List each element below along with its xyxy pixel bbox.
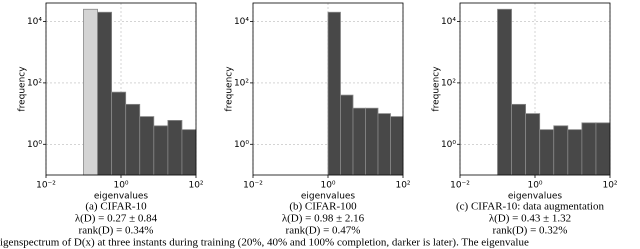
panel: 10⁰ 10² 10⁴ 10⁻² 10⁰ 10² eigenvalues frequency (… xyxy=(432,2,618,237)
x-tick-label: 10⁻² xyxy=(36,181,56,191)
panel-caption: λ(D) = 0.43 ± 1.32 xyxy=(489,213,571,225)
x-tick-label: 10² xyxy=(602,181,617,191)
bar xyxy=(539,129,555,176)
x-tick-label: 10⁰ xyxy=(527,181,542,191)
panel-caption: (c) CIFAR-10: data augmentation xyxy=(456,201,604,213)
x-axis-label: eigenvalues xyxy=(508,192,563,202)
bar xyxy=(352,107,366,176)
plot-frame xyxy=(45,2,197,176)
bar xyxy=(340,94,354,176)
bar xyxy=(153,125,169,176)
panel-caption: rank(D) = 0.34% xyxy=(79,225,154,237)
bar xyxy=(97,11,113,176)
x-tick-label: 10⁻² xyxy=(243,181,263,191)
y-tick-label: 10² xyxy=(441,78,456,88)
x-axis-label: eigenvalues xyxy=(94,192,149,202)
bar xyxy=(139,116,155,176)
bar xyxy=(167,120,183,176)
y-tick-label: 10⁰ xyxy=(234,140,249,150)
y-axis-label: frequency xyxy=(432,66,442,112)
y-tick-label: 10⁴ xyxy=(27,17,42,27)
bar xyxy=(567,129,583,176)
bar xyxy=(125,103,141,176)
y-axis-label: frequency xyxy=(225,66,235,112)
bar xyxy=(365,107,379,176)
x-tick-label: 10⁻² xyxy=(450,181,470,191)
panel-caption: λ(D) = 0.27 ± 0.84 xyxy=(75,213,158,225)
bar xyxy=(511,103,527,176)
y-tick-label: 10⁴ xyxy=(234,17,249,27)
bar xyxy=(553,125,569,176)
x-tick-label: 10⁰ xyxy=(113,181,128,191)
panel-caption: rank(D) = 0.32% xyxy=(493,225,568,237)
bar xyxy=(181,129,197,176)
panel: 10⁰ 10² 10⁴ 10⁻² 10⁰ 10² eigenvalues frequency (… xyxy=(18,2,204,237)
y-tick-label: 10⁴ xyxy=(441,17,456,27)
figure-caption: igenspectrum of D(x) at three instants d… xyxy=(0,237,529,249)
bar xyxy=(525,113,541,176)
panel: 10⁰ 10² 10⁴ 10⁻² 10⁰ 10² eigenvalues frequency (… xyxy=(225,2,411,237)
bar xyxy=(581,122,597,176)
bar xyxy=(595,122,611,176)
plot-frame xyxy=(252,2,404,176)
bar xyxy=(377,113,391,176)
x-tick-label: 10⁰ xyxy=(320,181,335,191)
bar xyxy=(327,11,341,176)
panel-caption: (b) CIFAR-100 xyxy=(289,201,357,213)
panel-caption: λ(D) = 0.98 ± 2.16 xyxy=(282,213,365,225)
panel-caption: rank(D) = 0.47% xyxy=(286,225,361,237)
plot-frame xyxy=(459,2,611,176)
bar xyxy=(83,8,98,176)
x-axis-label: eigenvalues xyxy=(301,192,356,202)
bar xyxy=(497,8,512,176)
x-tick-label: 10² xyxy=(188,181,203,191)
x-tick-label: 10² xyxy=(395,181,410,191)
y-tick-label: 10² xyxy=(27,78,42,88)
y-tick-label: 10² xyxy=(234,78,249,88)
bar xyxy=(111,91,127,176)
panel-caption: (a) CIFAR-10 xyxy=(85,201,147,213)
bar xyxy=(390,116,404,176)
y-tick-label: 10⁰ xyxy=(27,140,42,150)
y-tick-label: 10⁰ xyxy=(441,140,456,150)
y-axis-label: frequency xyxy=(18,66,28,112)
